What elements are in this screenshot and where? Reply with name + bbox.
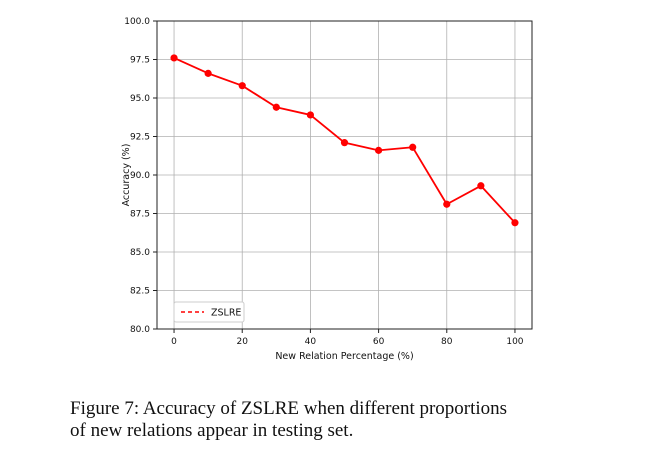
- x-tick-label: 20: [237, 337, 249, 347]
- x-tick-label: 40: [305, 337, 317, 347]
- data-point: [238, 82, 246, 90]
- series-group: [170, 54, 519, 227]
- y-tick-label: 95.0: [130, 94, 150, 104]
- data-point: [306, 111, 315, 119]
- x-tick-label: 60: [373, 337, 385, 347]
- x-tick-label: 0: [171, 337, 177, 347]
- y-tick-label: 82.5: [130, 287, 150, 297]
- y-axis-title: Accuracy (%): [121, 144, 132, 207]
- y-axis-ticks: 80.0 82.5 85.0 87.5 90.0 92.5 95.0 97.5 100.0: [124, 17, 157, 335]
- legend: ZSLRE: [173, 301, 245, 323]
- data-point: [477, 182, 485, 190]
- caption-line-2: of new relations appear in testing set.: [70, 420, 354, 441]
- figure-caption: Figure 7: Accuracy of ZSLRE when differe…: [70, 398, 640, 442]
- x-axis-title: New Relation Percentage (%): [275, 351, 413, 362]
- data-point: [272, 103, 280, 111]
- legend-box: [173, 301, 245, 323]
- x-tick-label: 100: [506, 337, 523, 347]
- chart: 0 20 40 60 80 100 80.0 82.5 85.0 87.5 90.0 92.5 95.…: [121, 17, 533, 362]
- y-tick-label: 80.0: [130, 325, 150, 335]
- data-point: [204, 69, 212, 77]
- data-point: [340, 139, 349, 147]
- data-point: [511, 219, 519, 227]
- y-tick-label: 90.0: [130, 171, 150, 181]
- y-tick-label: 92.5: [130, 133, 150, 143]
- y-tick-label: 85.0: [130, 248, 150, 258]
- y-tick-label: 97.5: [130, 56, 150, 66]
- data-point: [409, 143, 417, 151]
- x-tick-label: 80: [441, 337, 453, 347]
- data-point: [443, 200, 451, 208]
- y-tick-label: 100.0: [124, 17, 150, 27]
- caption-line-1: Figure 7: Accuracy of ZSLRE when differe…: [70, 398, 508, 419]
- x-axis-ticks: 0 20 40 60 80 100: [171, 329, 524, 347]
- data-point: [170, 54, 178, 62]
- legend-label-zslre: ZSLRE: [211, 308, 241, 319]
- data-point: [374, 146, 383, 154]
- y-tick-label: 87.5: [130, 210, 150, 220]
